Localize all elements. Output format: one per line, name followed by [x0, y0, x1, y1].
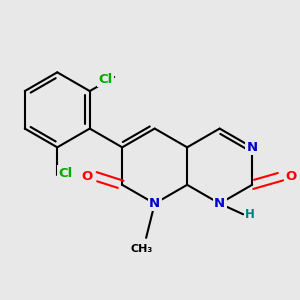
Text: N: N: [149, 197, 160, 210]
Text: CH₃: CH₃: [131, 244, 153, 254]
Text: N: N: [247, 141, 258, 154]
Text: O: O: [81, 170, 92, 183]
Text: O: O: [285, 170, 296, 183]
Text: Cl: Cl: [98, 73, 112, 86]
Text: Cl: Cl: [59, 167, 73, 180]
Text: H: H: [245, 208, 255, 221]
Text: N: N: [214, 197, 225, 210]
